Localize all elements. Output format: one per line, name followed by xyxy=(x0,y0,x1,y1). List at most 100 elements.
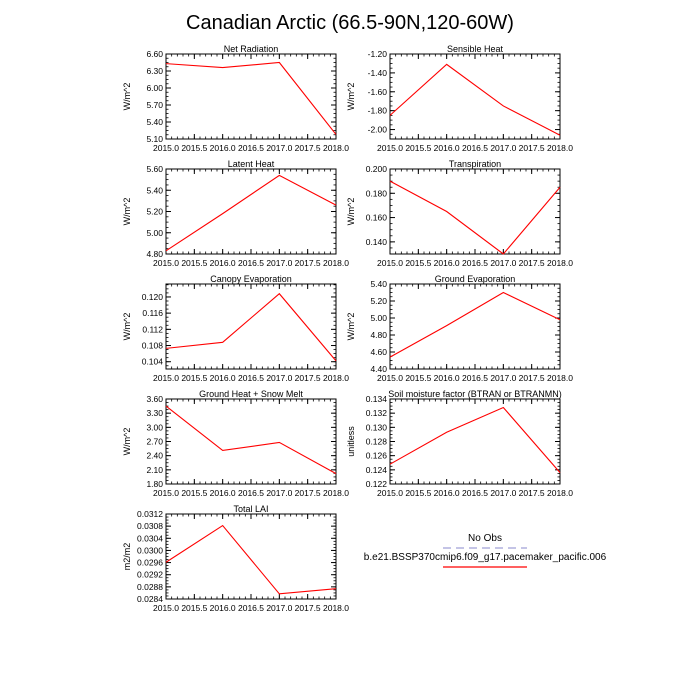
x-tick-label: 2017.5 xyxy=(295,488,321,498)
x-tick-label: 2015.5 xyxy=(405,488,431,498)
y-tick-label: 0.0304 xyxy=(137,533,163,543)
series-line xyxy=(165,524,337,595)
x-tick-label: 2017.5 xyxy=(519,373,545,383)
x-tick-label: 2018.0 xyxy=(547,258,573,268)
x-tick-label: 2015.5 xyxy=(181,258,207,268)
x-tick-label: 2015.5 xyxy=(405,143,431,153)
y-tick-label: 0.134 xyxy=(366,394,388,404)
y-tick-label: 5.20 xyxy=(146,207,163,217)
y-tick-label: 5.40 xyxy=(146,117,163,127)
x-tick-label: 2016.5 xyxy=(238,258,264,268)
y-tick-label: 0.200 xyxy=(366,164,388,174)
x-tick-label: 2017.0 xyxy=(490,258,516,268)
y-tick-label: 4.60 xyxy=(370,347,387,357)
legend: No Obs b.e21.BSSP370cmip6.f09_g17.pacema… xyxy=(364,533,607,568)
x-tick-label: 2017.5 xyxy=(295,603,321,613)
y-tick-label: 0.132 xyxy=(366,408,388,418)
y-tick-label: 0.0284 xyxy=(137,594,163,604)
plot-frame xyxy=(165,398,337,485)
y-tick-label: 1.80 xyxy=(146,479,163,489)
y-tick-label: 0.104 xyxy=(142,357,164,367)
x-tick-label: 2016.0 xyxy=(434,143,460,153)
y-tick-label: 0.116 xyxy=(142,308,163,318)
x-tick-label: 2017.0 xyxy=(266,258,292,268)
x-tick-label: 2016.5 xyxy=(238,373,264,383)
panel-title: Ground Evaporation xyxy=(435,274,516,284)
y-tick-label: 0.0300 xyxy=(137,545,163,555)
y-tick-label: 0.0312 xyxy=(137,509,163,519)
y-axis-label: W/m^2 xyxy=(346,83,356,111)
x-tick-label: 2016.0 xyxy=(434,488,460,498)
panel-title: Ground Heat + Snow Melt xyxy=(199,389,303,399)
x-tick-label: 2016.0 xyxy=(210,258,236,268)
y-tick-label: -1.80 xyxy=(368,106,388,116)
series-line xyxy=(165,292,337,362)
y-tick-label: 0.180 xyxy=(366,188,388,198)
x-tick-label: 2016.5 xyxy=(462,258,488,268)
y-tick-label: 5.60 xyxy=(146,164,163,174)
x-tick-label: 2018.0 xyxy=(323,373,349,383)
y-tick-label: 0.120 xyxy=(142,292,164,302)
y-tick-label: 5.40 xyxy=(370,279,387,289)
y-tick-label: 0.128 xyxy=(366,437,388,447)
y-tick-label: 0.0292 xyxy=(137,570,163,580)
plot-frame xyxy=(389,168,561,255)
y-tick-label: 0.160 xyxy=(366,213,388,223)
panel-title: Net Radiation xyxy=(224,44,279,54)
x-tick-label: 2015.0 xyxy=(153,258,179,268)
x-tick-label: 2016.0 xyxy=(434,258,460,268)
x-tick-label: 2015.5 xyxy=(181,373,207,383)
plot-frame xyxy=(389,398,561,485)
x-tick-label: 2015.0 xyxy=(153,603,179,613)
y-tick-label: 0.124 xyxy=(366,465,388,475)
y-tick-label: 2.40 xyxy=(146,451,163,461)
x-tick-label: 2018.0 xyxy=(547,373,573,383)
y-axis-label: W/m^2 xyxy=(122,313,132,341)
panel-title: Transpiration xyxy=(449,159,501,169)
x-tick-label: 2016.5 xyxy=(462,373,488,383)
y-tick-label: 6.00 xyxy=(146,83,163,93)
panel-net-radiation: Net Radiation W/m^2 2015.0 2015.5 2016.0 2016… xyxy=(122,44,349,153)
panel-title: Total LAI xyxy=(233,504,268,514)
y-tick-label: 5.70 xyxy=(146,100,163,110)
x-tick-label: 2017.5 xyxy=(295,258,321,268)
x-tick-label: 2016.5 xyxy=(238,603,264,613)
x-tick-label: 2015.5 xyxy=(181,488,207,498)
y-tick-label: 4.40 xyxy=(370,364,387,374)
x-tick-label: 2016.5 xyxy=(238,143,264,153)
x-tick-label: 2018.0 xyxy=(547,488,573,498)
x-tick-label: 2017.0 xyxy=(266,373,292,383)
panel-ground-heat-snow-melt: Ground Heat + Snow Melt W/m^2 2015.0 2015.5… xyxy=(122,389,349,498)
y-tick-label: 5.20 xyxy=(370,296,387,306)
x-tick-label: 2015.5 xyxy=(405,258,431,268)
x-tick-label: 2017.5 xyxy=(295,143,321,153)
y-axis-label: W/m^2 xyxy=(122,83,132,111)
main-title: Canadian Arctic (66.5-90N,120-60W) xyxy=(186,12,514,34)
y-tick-label: 3.60 xyxy=(146,394,163,404)
y-axis-label: W/m^2 xyxy=(122,198,132,226)
x-tick-label: 2017.5 xyxy=(519,258,545,268)
x-tick-label: 2015.0 xyxy=(377,488,403,498)
x-tick-label: 2015.0 xyxy=(153,143,179,153)
panel-title: Soil moisture factor (BTRAN or BTRANMN) xyxy=(388,389,562,399)
x-tick-label: 2017.5 xyxy=(295,373,321,383)
series-line xyxy=(165,174,337,252)
plot-frame xyxy=(389,53,561,140)
x-tick-label: 2015.5 xyxy=(181,603,207,613)
x-tick-label: 2018.0 xyxy=(323,603,349,613)
y-tick-label: 4.80 xyxy=(146,249,163,259)
y-tick-label: 3.00 xyxy=(146,422,163,432)
series-line xyxy=(165,61,337,135)
y-tick-label: -1.40 xyxy=(368,68,388,78)
x-tick-label: 2017.0 xyxy=(490,373,516,383)
x-tick-label: 2018.0 xyxy=(323,488,349,498)
x-tick-label: 2017.5 xyxy=(519,488,545,498)
y-tick-label: 0.0296 xyxy=(137,558,163,568)
series-line xyxy=(389,63,561,136)
x-tick-label: 2016.0 xyxy=(210,603,236,613)
x-tick-label: 2015.5 xyxy=(405,373,431,383)
plot-frame xyxy=(165,168,337,255)
plot-frame xyxy=(165,283,337,370)
